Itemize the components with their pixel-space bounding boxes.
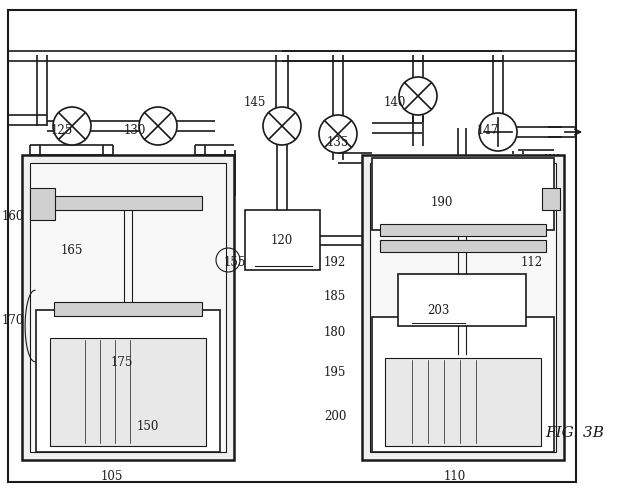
Text: 170: 170 [2,313,24,326]
Text: 190: 190 [431,197,453,209]
Bar [542,188,560,210]
Bar [54,302,202,316]
Bar [30,188,55,220]
Text: 185: 185 [324,289,346,303]
Circle shape [139,107,177,145]
Circle shape [319,115,357,153]
Text: 112: 112 [521,257,543,269]
Bar [385,358,541,446]
Bar [380,240,546,252]
Bar [22,155,234,460]
Text: 140: 140 [384,97,406,109]
Bar [370,163,556,452]
Circle shape [263,107,301,145]
Circle shape [53,107,91,145]
Bar [30,163,226,452]
Text: 145: 145 [244,97,266,109]
Text: FIG. 3B: FIG. 3B [545,426,604,440]
Text: 135: 135 [327,137,349,149]
Text: 120: 120 [271,233,293,246]
Bar [36,310,220,452]
Text: 203: 203 [427,304,449,317]
Bar [372,317,554,452]
Bar [398,274,526,326]
Text: 150: 150 [137,420,159,432]
Text: 195: 195 [324,366,346,380]
Bar [362,155,564,460]
Text: 160: 160 [2,209,24,223]
Text: 125: 125 [51,123,73,137]
Text: 155: 155 [224,257,246,269]
Text: 147: 147 [477,123,499,137]
Text: 192: 192 [324,257,346,269]
Text: 165: 165 [61,244,83,257]
Text: 180: 180 [324,326,346,340]
Bar [380,224,546,236]
Bar [372,158,554,230]
Text: 175: 175 [111,357,133,369]
Text: 105: 105 [101,469,123,483]
Bar [50,338,206,446]
Circle shape [399,77,437,115]
Circle shape [479,113,517,151]
Text: 130: 130 [124,123,146,137]
Bar [245,210,320,270]
Text: 110: 110 [444,469,466,483]
Bar [54,196,202,210]
Text: 200: 200 [324,409,346,423]
